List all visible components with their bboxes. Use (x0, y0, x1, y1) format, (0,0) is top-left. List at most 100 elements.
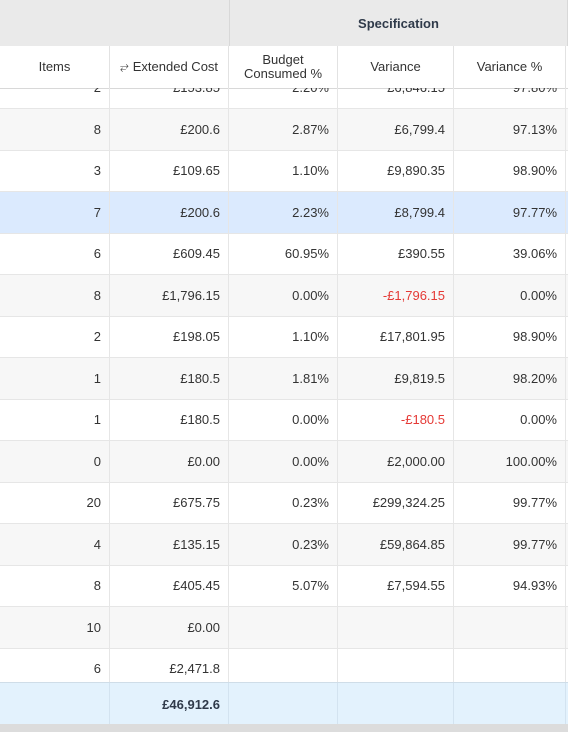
cell-extended-cost[interactable]: £675.75 (110, 482, 229, 523)
cell-extended-cost[interactable]: £200.6 (110, 191, 229, 233)
cell-extended-cost[interactable]: £1,796.15 (110, 274, 229, 316)
column-header-extended-cost[interactable]: ⥂ Extended Cost (110, 46, 229, 88)
cell-items[interactable]: 2 (0, 88, 110, 108)
cell-items[interactable]: 7 (0, 191, 110, 233)
table-row[interactable]: 20 £675.75 0.23% £299,324.25 99.77% (0, 482, 568, 524)
cell-variance-pct[interactable]: 99.77% (454, 523, 566, 565)
cell-items[interactable]: 8 (0, 565, 110, 606)
cell-variance-pct[interactable]: 97.13% (454, 108, 566, 150)
cell-extended-cost[interactable]: £405.45 (110, 565, 229, 606)
cell-extended-cost[interactable]: £0.00 (110, 440, 229, 482)
cell-extended-cost[interactable]: £0.00 (110, 606, 229, 648)
cell-items[interactable]: 3 (0, 150, 110, 191)
table-row[interactable]: 4 £135.15 0.23% £59,864.85 99.77% (0, 523, 568, 566)
cell-variance[interactable]: £299,324.25 (338, 482, 454, 523)
cell-variance[interactable]: £2,000.00 (338, 440, 454, 482)
cell-items[interactable]: 8 (0, 108, 110, 150)
cell-budget-consumed[interactable]: 1.81% (229, 357, 338, 399)
cell-variance[interactable]: £8,799.4 (338, 191, 454, 233)
cell-variance-pct[interactable]: 98.90% (454, 316, 566, 357)
sort-arrows-icon[interactable]: ⥂ (119, 61, 129, 73)
cell-variance-pct[interactable]: 0.00% (454, 274, 566, 316)
cell-budget-consumed[interactable]: 2.23% (229, 191, 338, 233)
cell-items[interactable]: 0 (0, 440, 110, 482)
cell-budget-consumed[interactable]: 0.00% (229, 440, 338, 482)
cell-extended-cost[interactable]: £153.85 (110, 88, 229, 108)
table-row[interactable]: 8 £405.45 5.07% £7,594.55 94.93% (0, 565, 568, 607)
cell-variance[interactable] (338, 606, 454, 648)
cell-variance-pct[interactable]: 39.06% (454, 233, 566, 274)
table-row[interactable]: 1 £180.5 0.00% -£180.5 0.00% (0, 399, 568, 441)
table-row[interactable]: 6 £2,471.8 (0, 648, 568, 682)
cell-extended-cost[interactable]: £2,471.8 (110, 648, 229, 682)
cell-variance-pct[interactable]: 98.20% (454, 357, 566, 399)
cell-items[interactable]: 20 (0, 482, 110, 523)
cell-items[interactable]: 1 (0, 399, 110, 440)
cell-budget-consumed[interactable]: 0.00% (229, 274, 338, 316)
table-row[interactable]: 8 £200.6 2.87% £6,799.4 97.13% (0, 108, 568, 151)
cell-budget-consumed[interactable]: 60.95% (229, 233, 338, 274)
cell-budget-consumed[interactable]: 2.87% (229, 108, 338, 150)
cell-budget-consumed[interactable] (229, 606, 338, 648)
cell-extended-cost[interactable]: £609.45 (110, 233, 229, 274)
table-row[interactable]: 10 £0.00 (0, 606, 568, 649)
cell-variance[interactable]: £59,864.85 (338, 523, 454, 565)
cell-variance[interactable]: £6,799.4 (338, 108, 454, 150)
cell-extended-cost[interactable]: £180.5 (110, 357, 229, 399)
cell-variance[interactable]: £17,801.95 (338, 316, 454, 357)
horizontal-scrollbar[interactable] (0, 724, 568, 745)
cell-variance-pct[interactable] (454, 606, 566, 648)
cell-extended-cost[interactable]: £180.5 (110, 399, 229, 440)
cell-items[interactable]: 10 (0, 606, 110, 648)
cell-budget-consumed[interactable]: 0.23% (229, 482, 338, 523)
cell-variance[interactable]: -£180.5 (338, 399, 454, 440)
cell-variance-pct[interactable]: 97.80% (454, 88, 566, 108)
column-header-variance-pct[interactable]: Variance % (454, 46, 566, 88)
grid-body[interactable]: 2£153.852.20%£6,846.1597.80%8£200.62.87%… (0, 88, 568, 682)
cell-items[interactable]: 1 (0, 357, 110, 399)
cell-items[interactable]: 2 (0, 316, 110, 357)
column-header-items[interactable]: Items (0, 46, 110, 88)
group-header-specification[interactable]: Specification (229, 0, 568, 46)
cell-items[interactable]: 4 (0, 523, 110, 565)
cell-budget-consumed[interactable]: 5.07% (229, 565, 338, 606)
cell-items[interactable]: 6 (0, 648, 110, 682)
table-row[interactable]: 0 £0.00 0.00% £2,000.00 100.00% (0, 440, 568, 483)
cell-budget-consumed[interactable]: 1.10% (229, 316, 338, 357)
cell-variance-pct[interactable]: 0.00% (454, 399, 566, 440)
cell-items[interactable]: 6 (0, 233, 110, 274)
cell-budget-consumed[interactable]: 2.20% (229, 88, 338, 108)
cell-extended-cost[interactable]: £198.05 (110, 316, 229, 357)
cell-variance[interactable]: -£1,796.15 (338, 274, 454, 316)
cell-variance-pct[interactable]: 94.93% (454, 565, 566, 606)
table-row[interactable]: 3 £109.65 1.10% £9,890.35 98.90% (0, 150, 568, 192)
table-row[interactable]: 8 £1,796.15 0.00% -£1,796.15 0.00% (0, 274, 568, 317)
cell-variance-pct[interactable]: 99.77% (454, 482, 566, 523)
cell-variance-pct[interactable]: 100.00% (454, 440, 566, 482)
cell-budget-consumed[interactable]: 0.00% (229, 399, 338, 440)
cell-budget-consumed[interactable]: 1.10% (229, 150, 338, 191)
table-row[interactable]: 2£153.852.20%£6,846.1597.80% (0, 88, 568, 109)
cell-items[interactable]: 8 (0, 274, 110, 316)
cell-extended-cost[interactable]: £109.65 (110, 150, 229, 191)
table-row[interactable]: 1 £180.5 1.81% £9,819.5 98.20% (0, 357, 568, 400)
column-header-variance[interactable]: Variance (338, 46, 454, 88)
cell-variance[interactable]: £7,594.55 (338, 565, 454, 606)
cell-variance[interactable]: £9,819.5 (338, 357, 454, 399)
cell-extended-cost[interactable]: £200.6 (110, 108, 229, 150)
cell-budget-consumed[interactable]: 0.23% (229, 523, 338, 565)
cell-variance-pct[interactable]: 98.90% (454, 150, 566, 191)
table-row[interactable]: 2 £198.05 1.10% £17,801.95 98.90% (0, 316, 568, 358)
cell-variance[interactable]: £9,890.35 (338, 150, 454, 191)
cell-budget-consumed[interactable] (229, 648, 338, 682)
cell-variance[interactable]: £6,846.15 (338, 88, 454, 108)
column-header-budget-consumed[interactable]: Budget Consumed % (229, 46, 338, 88)
cell-variance[interactable] (338, 648, 454, 682)
cell-variance[interactable]: £390.55 (338, 233, 454, 274)
cell-variance-pct[interactable]: 97.77% (454, 191, 566, 233)
table-row[interactable]: 6 £609.45 60.95% £390.55 39.06% (0, 233, 568, 275)
table-row[interactable]: 7 £200.6 2.23% £8,799.4 97.77% (0, 191, 568, 234)
cell-variance-pct[interactable] (454, 648, 566, 682)
cell-extended-cost[interactable]: £135.15 (110, 523, 229, 565)
horizontal-scrollbar-track[interactable] (0, 724, 568, 732)
